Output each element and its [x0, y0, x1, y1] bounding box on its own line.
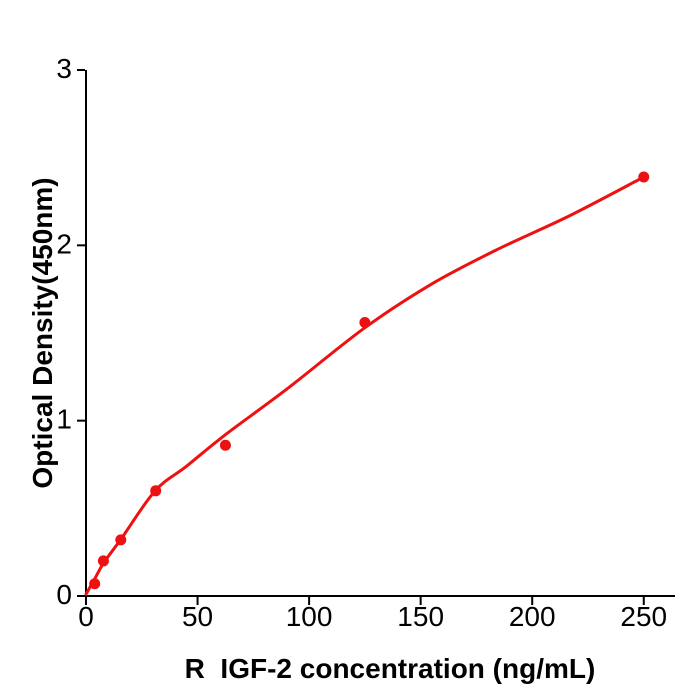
- x-tick-label: 250: [620, 601, 667, 632]
- fit-curve: [84, 175, 646, 596]
- y-tick-label: 3: [56, 53, 72, 84]
- y-tick-label: 2: [56, 228, 72, 259]
- data-point: [638, 171, 650, 183]
- y-axis-title: Optical Density(450nm): [27, 177, 58, 488]
- y-tick-label: 0: [56, 579, 72, 610]
- data-point: [150, 485, 162, 497]
- axes-layer: [85, 70, 675, 597]
- x-axis-title: R IGF-2 concentration (ng/mL): [185, 653, 596, 684]
- ticks-layer: 0 50 100 150 200 250 0 1 2 3: [56, 53, 667, 632]
- x-tick-label: 0: [78, 601, 94, 632]
- data-point: [97, 555, 109, 567]
- x-tick-label: 100: [286, 601, 333, 632]
- x-tick-label: 50: [182, 601, 213, 632]
- x-tick-label: 150: [397, 601, 444, 632]
- x-tick-label: 200: [509, 601, 556, 632]
- data-point: [359, 316, 371, 328]
- data-point: [219, 439, 231, 451]
- data-point: [89, 578, 101, 590]
- y-tick-label: 1: [56, 404, 72, 435]
- data-point: [115, 534, 127, 546]
- series-layer: [84, 171, 650, 596]
